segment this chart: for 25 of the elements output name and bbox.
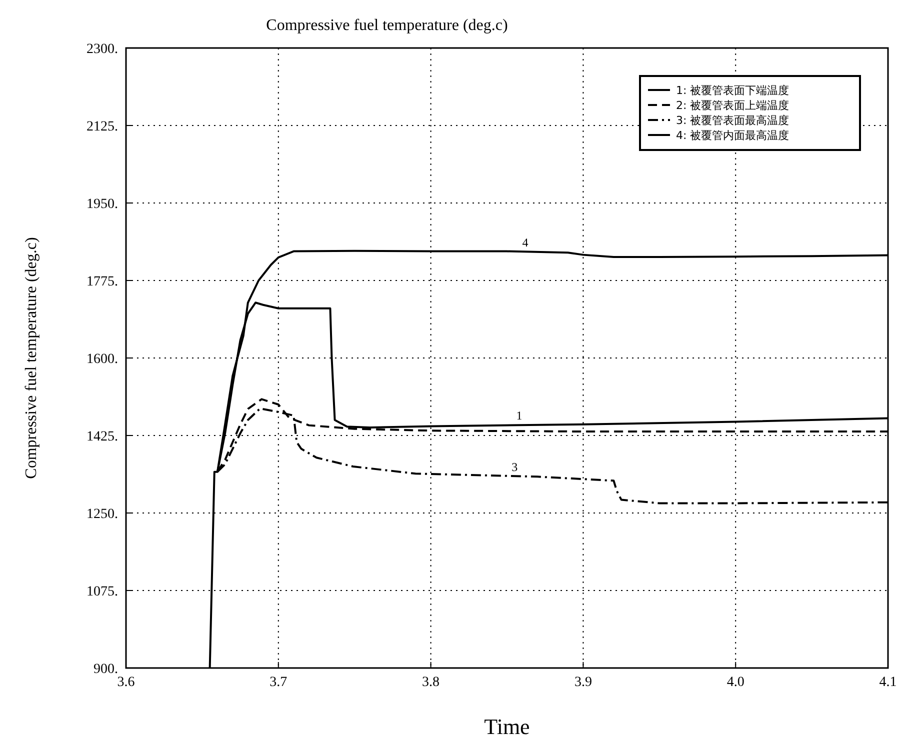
y-tick-label: 1075. xyxy=(86,584,118,600)
x-tick-label: 4.1 xyxy=(879,675,897,690)
annotation: 4 xyxy=(522,235,528,250)
y-tick-label: 1425. xyxy=(86,430,118,444)
legend-label: 2: 被覆管表面上端温度 xyxy=(676,99,790,112)
legend-label: 3: 被覆管表面最高温度 xyxy=(676,114,790,127)
chart-title: Compressive fuel temperature (deg.c) xyxy=(266,17,508,34)
y-tick-label: 1250. xyxy=(86,507,118,522)
legend-label: 1: 被覆管表面下端温度 xyxy=(676,84,790,97)
annotation: 1 xyxy=(516,408,522,422)
y-tick-label: 1775. xyxy=(86,274,118,290)
y-axis-title: Compressive fuel temperature (deg.c) xyxy=(23,237,40,479)
x-tick-label: 3.9 xyxy=(574,675,592,690)
x-tick-label: 3.8 xyxy=(422,675,440,690)
y-tick-label: 900. xyxy=(94,662,118,677)
x-axis-title: Time xyxy=(484,714,530,739)
y-tick-label: 1600. xyxy=(86,352,118,367)
y-tick-label: 1950. xyxy=(86,197,118,212)
y-tick-label: 2300. xyxy=(86,42,118,57)
x-tick-label: 3.6 xyxy=(117,675,135,690)
legend-label: 4: 被覆管内面最高温度 xyxy=(676,129,790,142)
annotation: 3 xyxy=(512,460,518,474)
x-tick-label: 3.7 xyxy=(270,675,288,690)
y-tick-label: 2125. xyxy=(86,120,118,134)
x-tick-label: 4.0 xyxy=(726,675,744,690)
